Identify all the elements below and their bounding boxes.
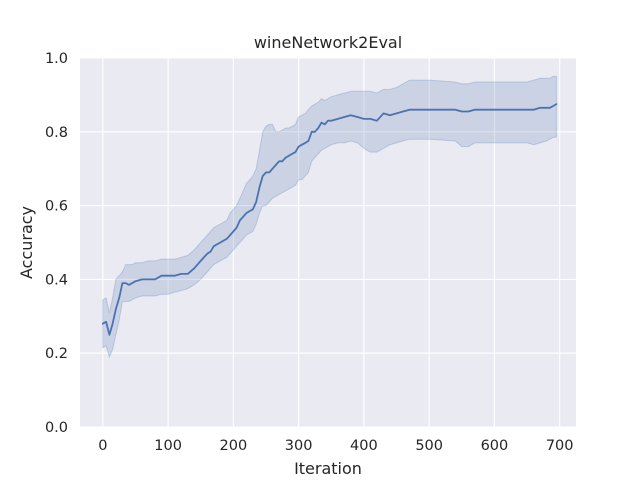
x-tick-label: 600 xyxy=(481,438,509,454)
x-axis-label: Iteration xyxy=(294,459,362,478)
confidence-band xyxy=(102,75,557,359)
x-tick-label: 300 xyxy=(285,438,313,454)
plot-area xyxy=(80,58,576,427)
x-tick-label: 400 xyxy=(350,438,378,454)
y-tick-label: 0.6 xyxy=(45,199,68,215)
y-tick-label: 0.8 xyxy=(45,125,68,141)
confidence-band-layer xyxy=(102,75,557,359)
x-tick-label: 700 xyxy=(546,438,574,454)
y-axis-ticks: 0.0 0.2 0.4 0.6 0.8 1.0 xyxy=(45,51,68,436)
x-tick-label: 100 xyxy=(154,438,182,454)
y-tick-label: 0.0 xyxy=(45,420,68,436)
y-tick-label: 0.2 xyxy=(45,346,68,362)
x-tick-label: 200 xyxy=(220,438,248,454)
x-tick-label: 500 xyxy=(415,438,443,454)
series-line-layer xyxy=(101,103,558,336)
y-tick-label: 1.0 xyxy=(45,51,68,67)
x-axis-ticks: 0 100 200 300 400 500 600 700 xyxy=(98,438,573,454)
y-axis-label: Accuracy xyxy=(17,206,36,279)
grid-lines xyxy=(80,57,576,428)
y-tick-label: 0.4 xyxy=(45,272,68,288)
chart-title: wineNetwork2Eval xyxy=(254,33,402,52)
accuracy-line xyxy=(101,103,558,336)
x-tick-label: 0 xyxy=(98,438,107,454)
